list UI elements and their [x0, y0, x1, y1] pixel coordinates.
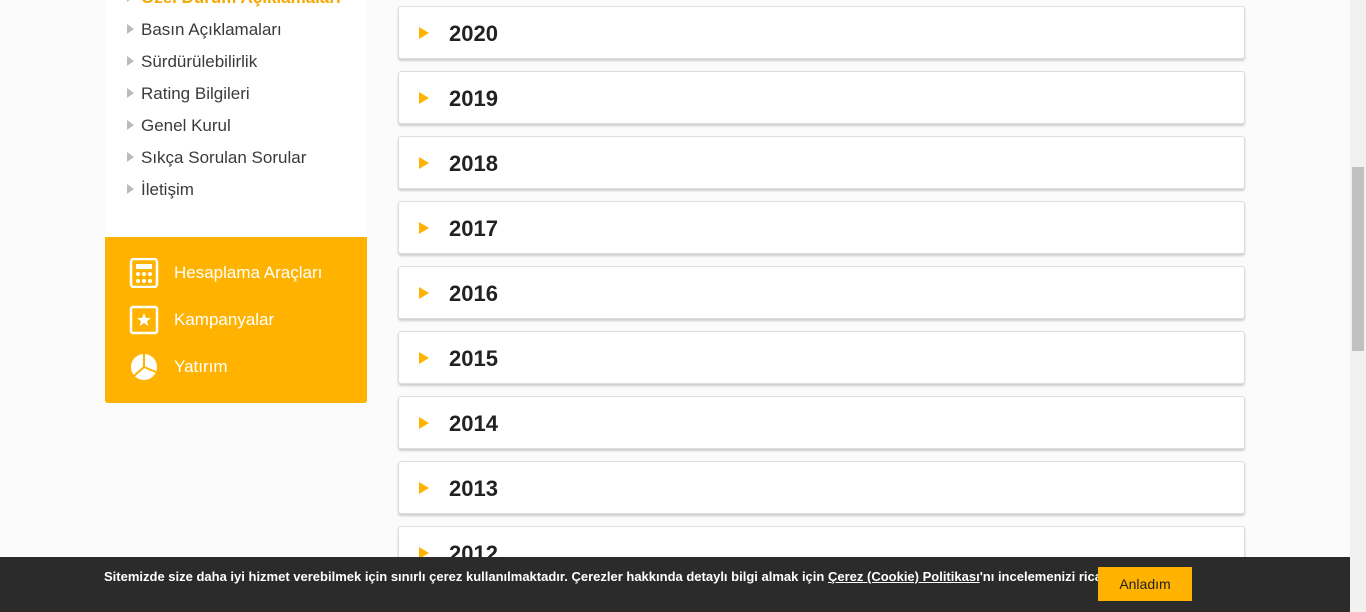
year-label: 2013	[449, 476, 498, 501]
expand-arrow	[419, 352, 429, 364]
campaign-icon	[129, 305, 159, 335]
expand-arrow	[419, 417, 429, 429]
menu-item[interactable]: Özel Durum Açıklamaları	[127, 0, 341, 8]
year-label: 2016	[449, 281, 498, 306]
tool-link[interactable]: Yatırım	[129, 351, 228, 383]
investment-icon	[131, 354, 157, 380]
accordion-item[interactable]: 2013	[398, 461, 1245, 514]
tool-label: Hesaplama Araçları	[174, 263, 323, 282]
accordion-item[interactable]: 2016	[398, 266, 1245, 319]
cookie-text-before: Sitemizde size daha iyi hizmet verebilme…	[104, 569, 828, 584]
calculator-icon	[129, 258, 159, 288]
year-label: 2017	[449, 216, 498, 241]
menu-item[interactable]: Rating Bilgileri	[127, 84, 250, 103]
year-label: 2015	[449, 346, 498, 371]
accordion-item[interactable]: 2015	[398, 331, 1245, 384]
menu-item[interactable]: Sıkça Sorulan Sorular	[126, 148, 307, 167]
accordion-item[interactable]: 2020	[398, 6, 1245, 59]
accordion-item[interactable]: 2014	[398, 396, 1245, 449]
sidebar-menu: Özel Durum Açıklamaları Basın Açıklamalar…	[105, 0, 367, 237]
expand-arrow	[419, 92, 429, 104]
menu-item[interactable]: Sürdürülebilirlik	[126, 52, 258, 71]
expand-arrow	[419, 27, 429, 39]
year-label: 2020	[449, 21, 498, 46]
tool-label: Kampanyalar	[174, 310, 275, 329]
menu-item[interactable]: Basın Açıklamaları	[127, 20, 282, 39]
tool-label: Yatırım	[174, 357, 228, 376]
tool-link[interactable]: Kampanyalar	[129, 304, 274, 336]
expand-arrow	[419, 157, 429, 169]
menu-item[interactable]: İletişim	[127, 180, 194, 199]
scrollbar[interactable]	[1350, 0, 1366, 612]
year-label: 2018	[449, 151, 498, 176]
cookie-banner: Sitemizde size daha iyi hizmet verebilme…	[0, 557, 1350, 612]
year-label: 2019	[449, 86, 498, 111]
accept-button[interactable]: Anladım	[1098, 567, 1192, 601]
cookie-text: Sitemizde size daha iyi hizmet verebilme…	[104, 569, 1147, 584]
accordion-item[interactable]: 2019	[398, 71, 1245, 124]
tools-panel: Hesaplama Araçları Kampanyalar Yatırım	[105, 237, 367, 403]
cookie-policy-link[interactable]: Çerez (Cookie) Politikası	[827, 569, 980, 584]
menu-item[interactable]: Genel Kurul	[127, 116, 231, 135]
accordion-item[interactable]: 2018	[398, 136, 1245, 189]
expand-arrow	[419, 222, 429, 234]
year-label: 2014	[449, 411, 498, 436]
expand-arrow	[419, 287, 429, 299]
tool-link[interactable]: Hesaplama Araçları	[129, 257, 322, 289]
expand-arrow	[419, 482, 429, 494]
scroll-thumb[interactable]	[1352, 167, 1364, 351]
expand-arrow	[419, 547, 429, 559]
accordion-item[interactable]: 2017	[398, 201, 1245, 254]
